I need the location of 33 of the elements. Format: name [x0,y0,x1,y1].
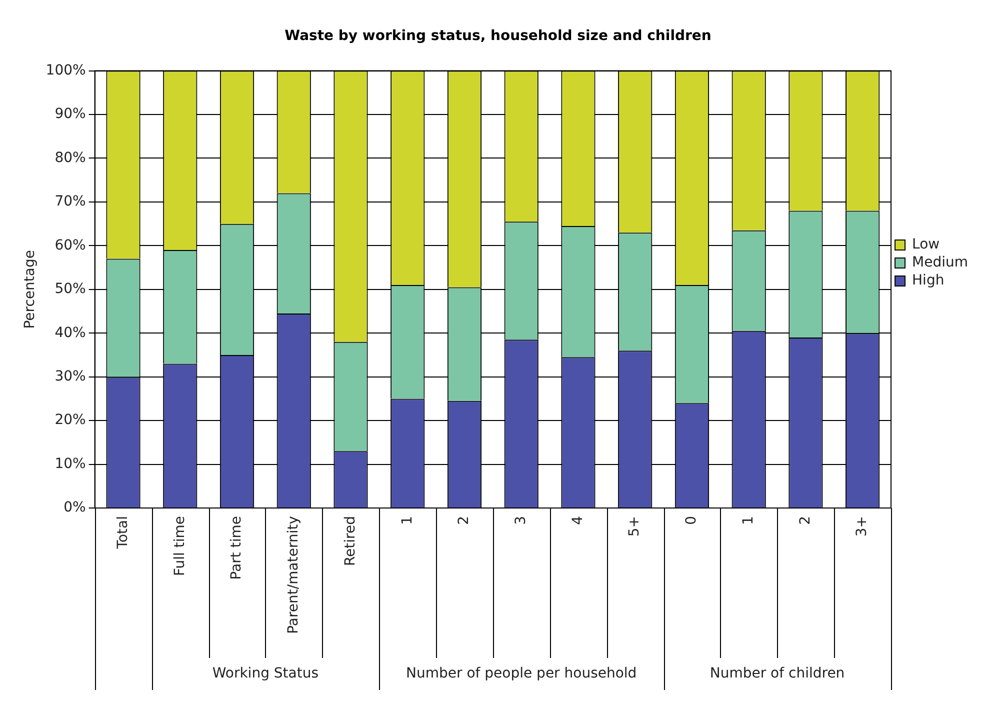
y-tick-label: 50% [54,281,86,298]
x-tick-label: Total [114,516,131,550]
x-tick-label: 2 [456,516,472,525]
chart-title: Waste by working status, household size and children [284,28,712,44]
text: Number of people per household [406,666,637,682]
text: Working Status [212,666,319,682]
legend-label: High [912,272,944,289]
x-tick-label: Full time [172,516,188,576]
x-tick-label: 3 [513,516,529,525]
y-axis-title: Percentage [22,250,38,329]
y-tick-label: 80% [54,150,86,166]
y-tick-label: 90% [54,106,86,122]
y-tick-label: 20% [54,412,86,428]
x-tick-label: 4 [570,516,586,525]
x-tick-label: Part time [228,516,245,580]
y-tick-label: 70% [54,194,86,210]
y-tick-label: 100% [46,62,86,78]
x-tick-label: 1 [740,516,756,525]
y-tick-label: 60% [54,237,86,254]
text: Number of children [710,666,845,682]
x-tick-label: Retired [342,516,358,566]
x-tick-label: Parent/maternity [286,516,302,634]
x-tick-label: 2 [797,516,814,525]
y-tick-label: 40% [54,324,86,341]
x-tick-label: 3+ [854,516,870,537]
legend-label: Low [912,236,940,253]
x-tick-label: 5+ [626,516,643,537]
y-tick-label: 0% [64,500,86,516]
legend-label: Medium [912,254,968,271]
x-tick-label: 1 [399,516,416,525]
x-tick-label: 0 [684,516,700,525]
y-tick-label: 10% [54,456,86,472]
y-tick-label: 30% [54,368,86,384]
